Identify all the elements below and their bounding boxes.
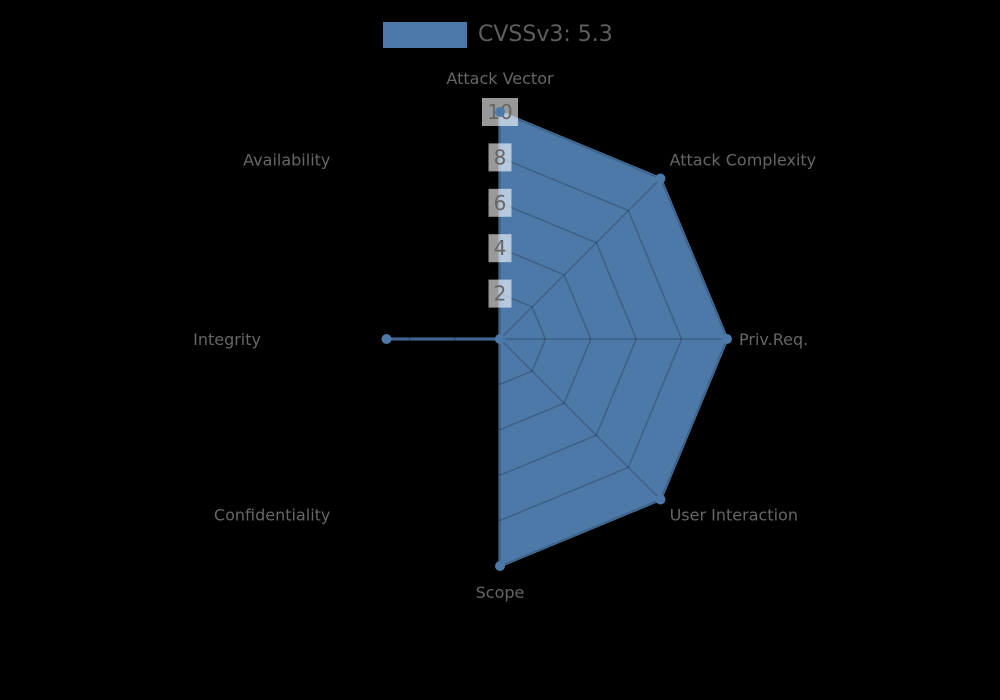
tick-backdrop	[488, 143, 512, 172]
radar-angle-line	[499, 177, 662, 340]
radar-point[interactable]	[655, 173, 666, 184]
radar-point[interactable]	[495, 334, 505, 344]
radar-grid-ring	[453, 292, 547, 386]
axis-label-attack-vector: Attack Vector	[446, 69, 554, 88]
radar-point[interactable]	[495, 107, 505, 117]
radar-grid-ring	[362, 201, 638, 477]
tick-label: 6	[494, 191, 507, 215]
chart-legend-item[interactable]: CVSSv3: 5.3	[383, 22, 613, 48]
legend-label: CVSSv3: 5.3	[478, 22, 613, 47]
radar-point[interactable]	[655, 494, 666, 505]
radar-angle-line	[338, 177, 501, 340]
tick-backdrop	[488, 279, 512, 308]
radar-angle-line	[338, 338, 501, 501]
tick-label: 2	[494, 282, 507, 306]
radar-grid-ring	[317, 156, 683, 522]
tick-backdrop	[488, 234, 512, 263]
axis-label-attack-complexity: Attack Complexity	[670, 150, 817, 169]
axis-label-priv-req: Priv.Req.	[739, 330, 808, 349]
axis-label-confidentiality: Confidentiality	[214, 506, 330, 525]
legend-swatch	[383, 22, 467, 48]
tick-label: 4	[494, 236, 507, 260]
axis-label-integrity: Integrity	[193, 330, 261, 349]
axis-label-user-interaction: User Interaction	[670, 506, 798, 525]
tick-label: 8	[494, 145, 507, 169]
tick-backdrop	[488, 188, 512, 217]
axis-label-availability: Availability	[243, 150, 330, 169]
radar-point[interactable]	[722, 334, 732, 344]
axis-label-scope: Scope	[476, 583, 525, 602]
radar-grid-ring	[408, 247, 592, 431]
radar-point[interactable]	[495, 561, 505, 571]
radar-point[interactable]	[381, 334, 392, 344]
radar-angle-line	[499, 338, 662, 501]
